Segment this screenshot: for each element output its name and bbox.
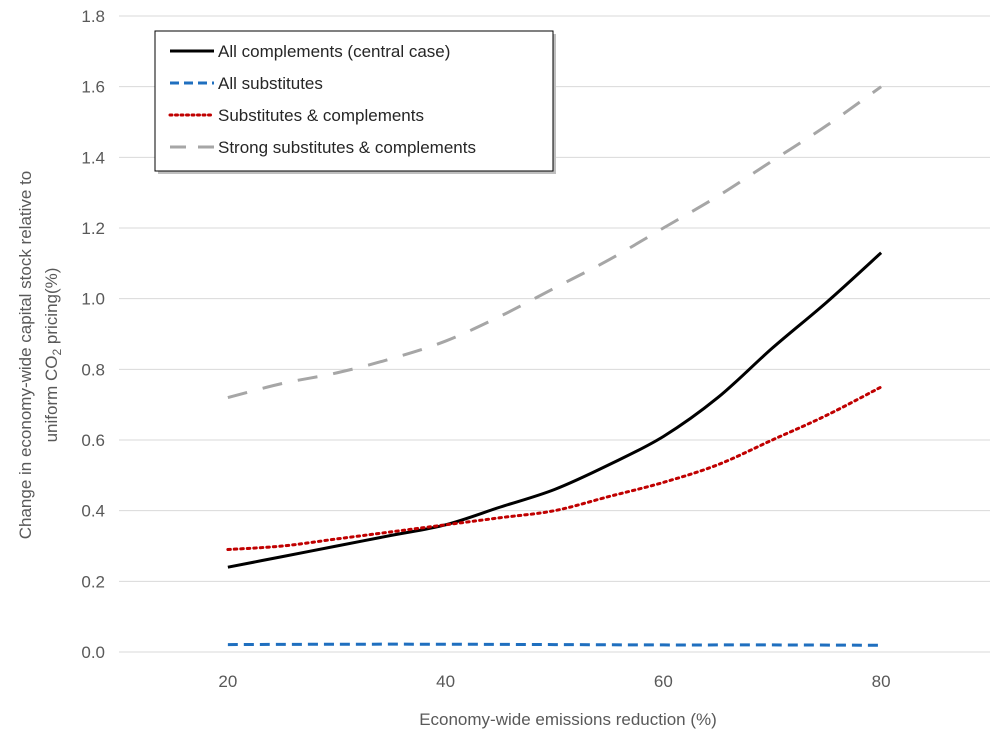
x-axis-title: Economy-wide emissions reduction (%) <box>419 710 717 729</box>
y-axis-title: Change in economy-wide capital stock rel… <box>16 171 35 540</box>
x-tick-label: 20 <box>218 672 237 691</box>
y-tick-label: 0.6 <box>81 431 105 450</box>
legend: All complements (central case) All substi… <box>154 30 556 174</box>
legend-label-3: Substitutes & complements <box>218 106 424 125</box>
series-line-1 <box>227 251 883 569</box>
y-axis-title-line2: uniform CO2 pricing(%) <box>42 268 64 443</box>
x-tick-label: 40 <box>436 672 455 691</box>
x-tick-label: 60 <box>654 672 673 691</box>
series-line-4 <box>227 85 882 400</box>
legend-label-4: Strong substitutes & complements <box>218 138 476 157</box>
series-lines <box>226 85 883 647</box>
legend-label-2: All substitutes <box>218 74 323 93</box>
y-tick-label: 1.8 <box>81 7 105 26</box>
x-tick-label: 80 <box>872 672 891 691</box>
y-tick-label: 1.0 <box>81 290 105 309</box>
y-tick-label: 1.4 <box>81 148 105 167</box>
y-tick-label: 0.0 <box>81 643 105 662</box>
y-tick-label: 0.4 <box>81 502 105 521</box>
y-tick-label: 1.2 <box>81 219 105 238</box>
y-axis-title-suffix: pricing(%) <box>42 268 61 349</box>
y-axis-title-prefix: uniform CO <box>42 356 61 443</box>
series-line-2 <box>227 642 882 647</box>
y-tick-label: 0.8 <box>81 360 105 379</box>
y-tick-label: 1.6 <box>81 78 105 97</box>
y-axis-title-subscript: 2 <box>50 349 64 356</box>
y-tick-label: 0.2 <box>81 572 105 591</box>
y-axis-ticks: 0.0 0.2 0.4 0.6 0.8 1.0 1.2 1.4 1.6 1.8 <box>81 7 105 662</box>
legend-label-1: All complements (central case) <box>218 42 450 61</box>
legend-box <box>154 30 554 172</box>
series-line-3 <box>226 385 883 552</box>
x-axis-ticks: 20 40 60 80 <box>218 672 890 691</box>
